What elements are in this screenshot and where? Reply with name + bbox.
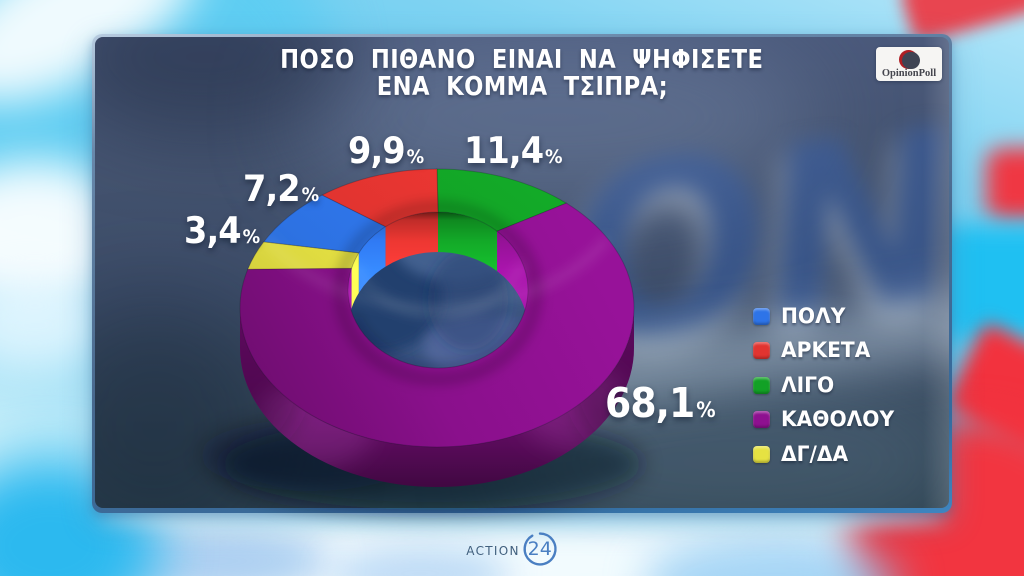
value-dgda-unit: % bbox=[242, 226, 261, 248]
chart-title: ΠΟΣΟ ΠΙΘΑΝΟ ΕΙΝΑΙ ΝΑ ΨΗΦΙΣΕΤΕ ΕΝΑ ΚΟΜΜΑ … bbox=[92, 47, 952, 101]
chart-legend: ΠΟΛΥ ΑΡΚΕΤΑ ΛΙΓΟ ΚΑΘΟΛΟΥ ΔΓ/ΔΑ bbox=[753, 299, 901, 472]
legend-swatch-poly bbox=[753, 307, 770, 325]
action24-logo-circle: 24 bbox=[522, 531, 558, 567]
legend-label-arketa: ΑΡΚΕΤΑ bbox=[781, 338, 871, 364]
value-poly: 7,2 bbox=[243, 167, 301, 210]
value-label-ligo: 11,4 % bbox=[464, 129, 563, 172]
legend-item-dgda: ΔΓ/ΔΑ bbox=[753, 437, 901, 472]
legend-item-arketa: ΑΡΚΕΤΑ bbox=[753, 334, 901, 369]
legend-swatch-katholou bbox=[753, 411, 770, 429]
legend-label-poly: ΠΟΛΥ bbox=[781, 303, 846, 329]
panel-dark-bottomleft bbox=[95, 297, 285, 508]
opinionpoll-logo: OpinionPoll bbox=[876, 47, 942, 81]
legend-swatch-arketa bbox=[753, 342, 770, 360]
opinionpoll-logo-icon bbox=[899, 50, 920, 70]
value-katholou-unit: % bbox=[696, 398, 716, 422]
value-arketa-unit: % bbox=[406, 146, 425, 168]
value-label-dgda: 3,4 % bbox=[184, 209, 260, 252]
opinionpoll-logo-text: OpinionPoll bbox=[881, 68, 937, 79]
value-arketa: 9,9 bbox=[348, 129, 406, 172]
legend-swatch-ligo bbox=[753, 376, 770, 394]
value-label-poly: 7,2 % bbox=[243, 167, 319, 210]
panel-glass-reflection bbox=[923, 37, 949, 508]
action24-circle-arc bbox=[523, 532, 557, 566]
legend-item-poly: ΠΟΛΥ bbox=[753, 299, 901, 334]
legend-item-katholou: ΚΑΘΟΛΟΥ bbox=[753, 403, 901, 438]
value-poly-unit: % bbox=[301, 184, 320, 206]
legend-label-ligo: ΛΙΓΟ bbox=[781, 372, 835, 398]
action24-logo-number: 24 bbox=[527, 538, 552, 560]
value-label-katholou: 68,1 % bbox=[605, 379, 716, 427]
chart-title-line2: ΕΝΑ ΚΟΜΜΑ ΤΣΙΠΡΑ; bbox=[376, 72, 668, 102]
value-katholou: 68,1 bbox=[605, 379, 695, 427]
action24-logo-word: ACTION bbox=[466, 543, 520, 558]
legend-item-ligo: ΛΙΓΟ bbox=[753, 368, 901, 403]
value-ligo: 11,4 bbox=[464, 129, 544, 172]
chart-title-line1: ΠΟΣΟ ΠΙΘΑΝΟ ΕΙΝΑΙ ΝΑ ΨΗΦΙΣΕΤΕ bbox=[280, 45, 764, 75]
value-dgda: 3,4 bbox=[184, 209, 242, 252]
legend-label-dgda: ΔΓ/ΔΑ bbox=[781, 441, 849, 467]
value-label-arketa: 9,9 % bbox=[348, 129, 424, 172]
value-ligo-unit: % bbox=[545, 146, 563, 168]
legend-swatch-dgda bbox=[753, 445, 770, 463]
action24-logo: ACTION 24 bbox=[0, 527, 1024, 571]
legend-label-katholou: ΚΑΘΟΛΟΥ bbox=[781, 407, 895, 433]
background-red-blob-right bbox=[986, 148, 1024, 220]
